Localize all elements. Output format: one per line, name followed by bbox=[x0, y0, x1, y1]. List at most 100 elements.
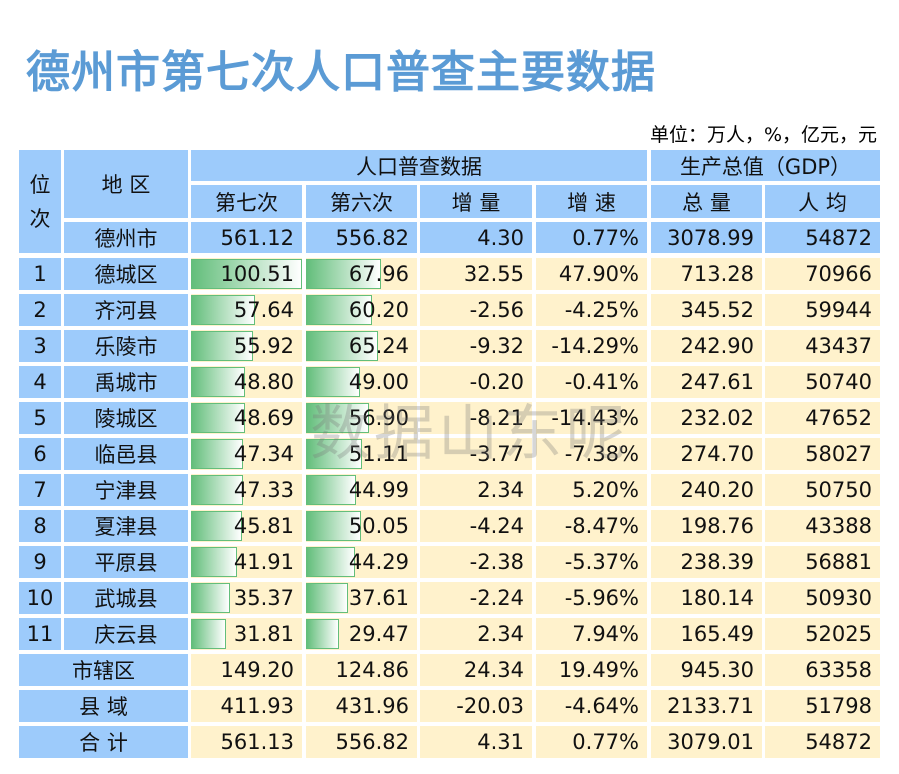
row-value: 238.39 bbox=[651, 546, 762, 578]
row-region: 德城区 bbox=[64, 258, 188, 290]
summary-value: 561.13 bbox=[191, 726, 302, 758]
row-value: 165.49 bbox=[651, 618, 762, 650]
summary-value: 19.49% bbox=[536, 654, 647, 686]
header-col-text: 增 速 bbox=[567, 190, 616, 215]
row-value: 51.11 bbox=[306, 438, 417, 470]
row-region-text: 宁津县 bbox=[94, 479, 158, 503]
row-value: 47652 bbox=[765, 402, 880, 434]
summary-value: 945.30 bbox=[651, 654, 762, 686]
summary-value: 24.34 bbox=[420, 654, 532, 686]
summary-value: 0.77% bbox=[536, 726, 647, 758]
row-value: -0.20 bbox=[420, 366, 532, 398]
row-value: 198.76 bbox=[651, 510, 762, 542]
row-value-text: 37.61 bbox=[348, 586, 409, 610]
summary-value: 124.86 bbox=[306, 654, 417, 686]
row-rank-text: 6 bbox=[33, 442, 47, 466]
summary-value: 2133.71 bbox=[651, 690, 762, 722]
row-region-text: 德城区 bbox=[94, 263, 158, 287]
row-rank-text: 9 bbox=[33, 550, 47, 574]
row-region-text: 临邑县 bbox=[94, 443, 158, 467]
row-value-text: 50.05 bbox=[348, 514, 409, 538]
summary-value-text: -20.03 bbox=[456, 694, 524, 718]
row-value: 7.94% bbox=[536, 618, 647, 650]
row-value-text: -2.24 bbox=[469, 586, 524, 610]
summary-value: -20.03 bbox=[420, 690, 532, 722]
row-value: 2.34 bbox=[420, 618, 532, 650]
row-value-text: 65.24 bbox=[348, 334, 409, 358]
row-value: 247.61 bbox=[651, 366, 762, 398]
row-rank: 9 bbox=[19, 546, 61, 578]
row-value-text: 57.64 bbox=[233, 298, 294, 322]
row-value-text: 50750 bbox=[805, 478, 872, 502]
data-bar bbox=[191, 295, 255, 325]
row-region: 夏津县 bbox=[64, 510, 188, 542]
row-value-text: 56881 bbox=[805, 550, 872, 574]
row-region: 宁津县 bbox=[64, 474, 188, 506]
row-value-text: 2.34 bbox=[477, 478, 524, 502]
data-bar bbox=[306, 295, 373, 325]
row-value-text: -9.32 bbox=[469, 334, 524, 358]
row-value: 713.28 bbox=[651, 258, 762, 290]
data-bar bbox=[306, 259, 382, 289]
summary-value-text: 54872 bbox=[805, 730, 872, 754]
city-value: 54872 bbox=[765, 222, 880, 253]
row-value: 274.70 bbox=[651, 438, 762, 470]
row-value-text: 232.02 bbox=[680, 406, 754, 430]
row-value: -4.24 bbox=[420, 510, 532, 542]
row-value: 35.37 bbox=[191, 582, 302, 614]
row-value-text: 44.29 bbox=[348, 550, 409, 574]
city-value: 0.77% bbox=[536, 222, 647, 253]
row-value-text: -3.77 bbox=[469, 442, 524, 466]
summary-value-text: 556.82 bbox=[335, 730, 409, 754]
row-value-text: 47.33 bbox=[233, 478, 294, 502]
row-rank-text: 8 bbox=[33, 514, 47, 538]
row-value-text: 58027 bbox=[805, 442, 872, 466]
row-value: -14.43% bbox=[536, 402, 647, 434]
row-value: 67.96 bbox=[306, 258, 417, 290]
data-bar bbox=[306, 583, 348, 613]
row-value-text: 67.96 bbox=[348, 262, 409, 286]
city-value-text: 0.77% bbox=[572, 225, 639, 250]
row-value: -0.41% bbox=[536, 366, 647, 398]
row-region-text: 武城县 bbox=[94, 587, 158, 611]
header-rank: 位 次 bbox=[19, 150, 61, 253]
row-value: 50750 bbox=[765, 474, 880, 506]
row-rank-text: 1 bbox=[33, 262, 47, 286]
row-value: 48.80 bbox=[191, 366, 302, 398]
row-region: 临邑县 bbox=[64, 438, 188, 470]
row-value: 100.51 bbox=[191, 258, 302, 290]
row-region: 齐河县 bbox=[64, 294, 188, 326]
summary-value-text: 945.30 bbox=[680, 658, 754, 682]
row-value: 57.64 bbox=[191, 294, 302, 326]
data-bar bbox=[306, 331, 379, 361]
row-value-text: 50930 bbox=[805, 586, 872, 610]
summary-value-text: 561.13 bbox=[220, 730, 294, 754]
data-bar bbox=[191, 403, 245, 433]
city-value-text: 54872 bbox=[805, 225, 872, 250]
city-value-text: 556.82 bbox=[335, 225, 409, 250]
summary-value: 411.93 bbox=[191, 690, 302, 722]
row-value: 5.20% bbox=[536, 474, 647, 506]
row-value-text: 47.90% bbox=[558, 262, 639, 286]
row-value: 240.20 bbox=[651, 474, 762, 506]
row-value-text: 31.81 bbox=[233, 622, 294, 646]
row-value-text: -8.47% bbox=[564, 514, 639, 538]
row-rank-text: 7 bbox=[33, 478, 47, 502]
row-value: 32.55 bbox=[420, 258, 532, 290]
data-bar bbox=[306, 367, 361, 397]
row-value-text: -7.38% bbox=[564, 442, 639, 466]
data-bar bbox=[306, 511, 362, 541]
row-rank-text: 3 bbox=[33, 334, 47, 358]
summary-value: 54872 bbox=[765, 726, 880, 758]
header-col-text: 增 量 bbox=[451, 190, 501, 215]
data-bar bbox=[191, 547, 238, 577]
row-value-text: 48.80 bbox=[233, 370, 294, 394]
summary-label: 合 计 bbox=[19, 726, 188, 758]
row-rank-text: 2 bbox=[33, 298, 47, 322]
row-value-text: 274.70 bbox=[680, 442, 754, 466]
row-value: 70966 bbox=[765, 258, 880, 290]
data-bar bbox=[306, 439, 363, 469]
city-value: 561.12 bbox=[191, 222, 302, 253]
summary-value-text: 149.20 bbox=[220, 658, 294, 682]
summary-label: 市辖区 bbox=[19, 654, 188, 686]
